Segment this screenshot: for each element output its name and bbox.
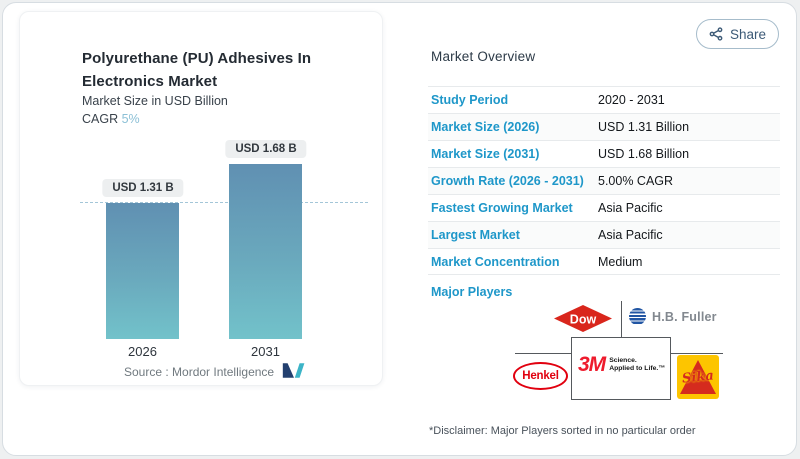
row-value: 2020 - 2031 — [598, 93, 665, 107]
3m-wordmark: 3M — [578, 353, 606, 376]
henkel-logo: Henkel — [513, 362, 568, 390]
table-row-market-concentration: Market Concentration Medium — [428, 248, 780, 275]
x-axis-label-2031: 2031 — [251, 344, 280, 359]
row-label: Fastest Growing Market — [431, 201, 573, 215]
source-label: Source : — [124, 365, 169, 379]
hb-fuller-wordmark: H.B. Fuller — [652, 309, 717, 324]
panel-title: Market Overview — [431, 49, 536, 64]
row-label: Market Size (2031) — [431, 147, 540, 161]
major-players-label: Major Players — [431, 285, 513, 299]
3m-logo: 3M Science. Applied to Life.™ — [578, 354, 665, 375]
share-button[interactable]: Share — [696, 19, 779, 49]
row-value: Medium — [598, 254, 643, 269]
chart-subtitle: Market Size in USD Billion — [82, 94, 228, 108]
sika-logo: Sika — [677, 355, 719, 399]
table-row-largest-market: Largest Market Asia Pacific — [428, 221, 780, 248]
row-value: 5.00% CAGR — [598, 174, 674, 188]
table-row-growth-rate: Growth Rate (2026 - 2031) 5.00% CAGR — [428, 167, 780, 194]
reference-dashed-line — [80, 202, 368, 203]
disclaimer-text: *Disclaimer: Major Players sorted in no … — [429, 425, 696, 437]
henkel-wordmark: Henkel — [522, 370, 559, 382]
bar-2031 — [229, 164, 302, 339]
bar-value-label-2026: USD 1.31 B — [102, 179, 184, 197]
row-value: USD 1.31 Billion — [598, 120, 690, 134]
bar-value-label-2031: USD 1.68 B — [225, 140, 307, 158]
bar-chart: USD 1.31 B USD 1.68 B 2026 2031 — [20, 12, 384, 387]
hb-fuller-logo: H.B. Fuller — [629, 308, 717, 325]
x-axis-label-2026: 2026 — [128, 344, 157, 359]
share-label: Share — [729, 26, 767, 42]
dow-logo: Dow — [554, 305, 612, 332]
row-label: Study Period — [431, 93, 509, 107]
chart-title: Polyurethane (PU) Adhesives In Electroni… — [82, 50, 312, 90]
cagr-value: 5% — [121, 112, 140, 126]
mordor-intelligence-logo — [282, 363, 305, 378]
tree-stem-line — [621, 301, 622, 337]
tree-center-box — [571, 337, 671, 400]
table-row-market-size-2026: Market Size (2026) USD 1.31 Billion — [428, 113, 780, 140]
hb-fuller-globe-icon — [629, 308, 646, 325]
tree-right-arm-line — [671, 353, 723, 354]
row-value: Asia Pacific — [598, 228, 663, 242]
row-label: Growth Rate (2026 - 2031) — [431, 174, 584, 188]
overview-table: Study Period 2020 - 2031 Market Size (20… — [428, 86, 780, 275]
chart-cagr: CAGR 5% — [82, 112, 140, 126]
row-label: Market Size (2026) — [431, 120, 540, 134]
row-label: Market Concentration — [431, 254, 560, 269]
row-value: USD 1.68 Billion — [598, 147, 690, 161]
table-row-study-period: Study Period 2020 - 2031 — [428, 86, 780, 113]
share-icon — [709, 27, 723, 41]
table-row-market-size-2031: Market Size (2031) USD 1.68 Billion — [428, 140, 780, 167]
sika-triangle-icon — [680, 360, 716, 394]
cagr-label: CAGR — [82, 112, 119, 126]
row-label: Largest Market — [431, 228, 520, 242]
bar-2026 — [106, 203, 179, 339]
table-row-fastest-growing-market: Fastest Growing Market Asia Pacific — [428, 194, 780, 221]
market-size-chart-card: Polyurethane (PU) Adhesives In Electroni… — [19, 11, 383, 386]
source-attribution: Source : Mordor Intelligence — [124, 365, 274, 379]
svg-text:Dow: Dow — [570, 313, 597, 327]
tree-left-arm-line — [515, 353, 571, 354]
3m-tagline: Science. Applied to Life.™ — [609, 357, 666, 373]
row-value: Asia Pacific — [598, 201, 663, 215]
source-value: Mordor Intelligence — [172, 365, 275, 379]
